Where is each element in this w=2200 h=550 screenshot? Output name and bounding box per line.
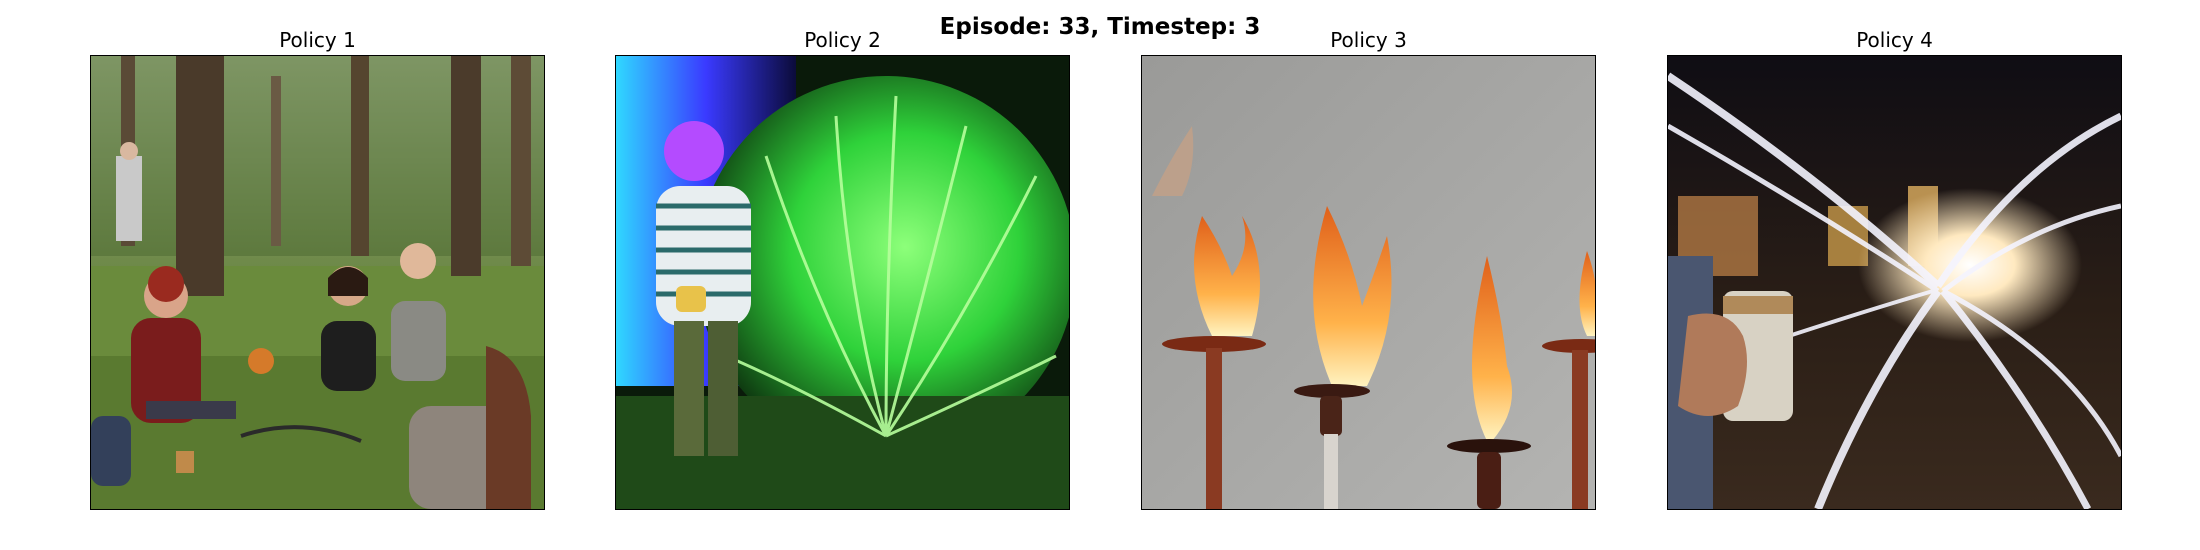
- glowing-plant-image: [616, 56, 1069, 509]
- panel-image-policy-3: [1141, 55, 1596, 510]
- light-trails-image: [1668, 56, 2121, 509]
- forest-scene-image: [91, 56, 544, 509]
- panel-image-policy-1: [90, 55, 545, 510]
- figure-title: Episode: 33, Timestep: 3: [939, 14, 1261, 40]
- panel-title-policy-1: Policy 1: [279, 28, 356, 52]
- panel-title-policy-3: Policy 3: [1330, 28, 1407, 52]
- panel-title-policy-4: Policy 4: [1856, 28, 1933, 52]
- panel-image-policy-2: [615, 55, 1070, 510]
- candle-flames-image: [1142, 56, 1595, 509]
- panel-title-policy-2: Policy 2: [804, 28, 881, 52]
- panel-image-policy-4: [1667, 55, 2122, 510]
